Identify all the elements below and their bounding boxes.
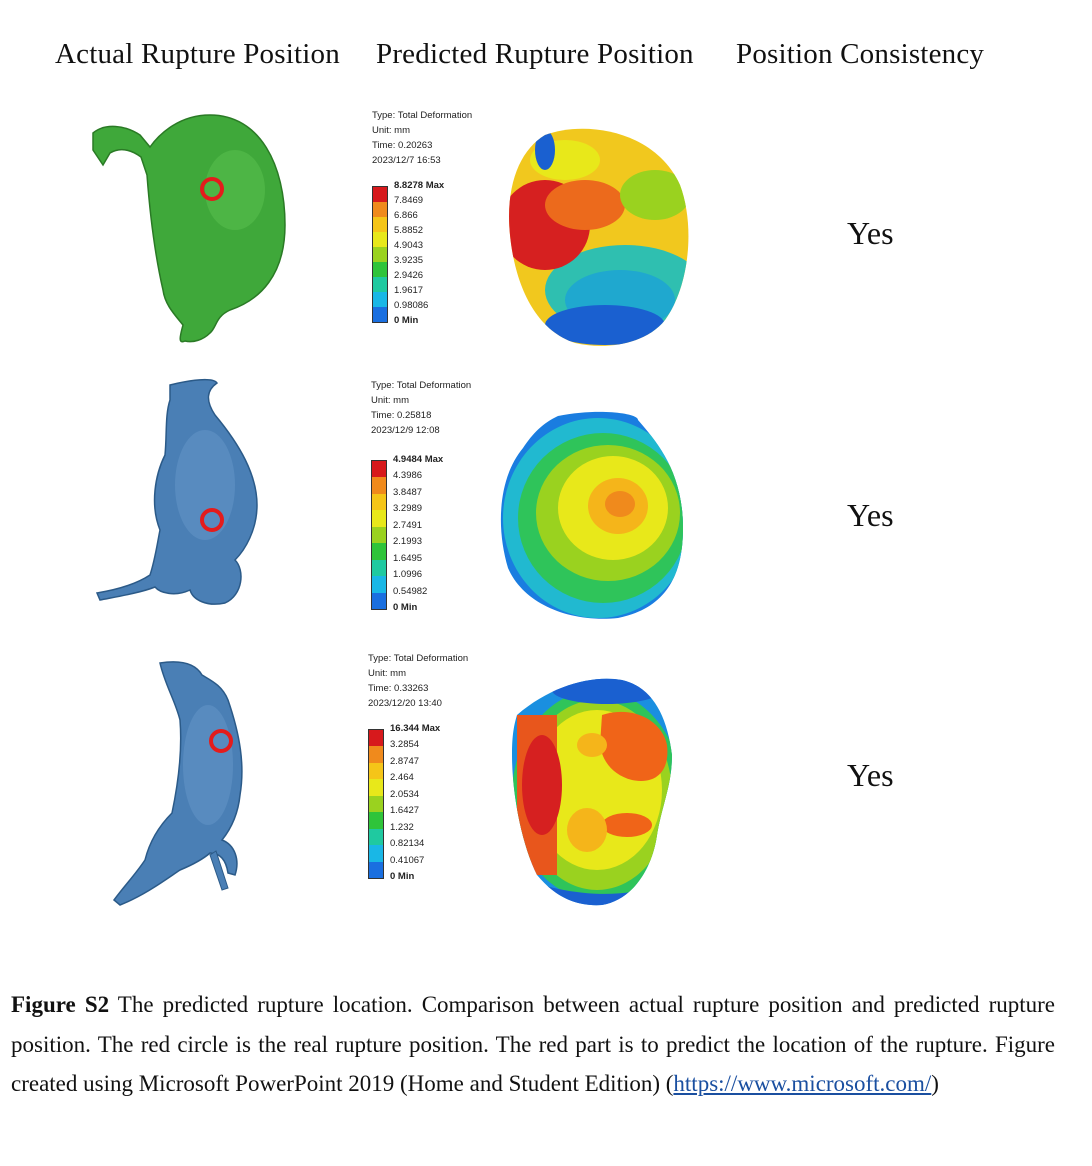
rupture-marker-1 <box>200 177 224 201</box>
caption-tail: ) <box>931 1071 939 1096</box>
legend-label: 0 Min <box>393 602 418 613</box>
legend-swatch <box>373 217 387 232</box>
legend-label: 4.9484 Max <box>393 454 444 465</box>
legend-label: 0.41067 <box>390 854 425 866</box>
legend-swatch <box>372 477 386 494</box>
legend-swatch <box>373 202 387 217</box>
sim-date-2: 2023/12/9 12:08 <box>371 425 440 436</box>
legend-label: 3.2854 <box>390 739 420 751</box>
legend-swatch <box>372 543 386 560</box>
legend-swatch <box>372 592 386 609</box>
figure-caption: Figure S2 The predicted rupture location… <box>11 985 1055 1104</box>
sim-time-2: Time: 0.25818 <box>371 410 432 421</box>
legend-swatch <box>373 307 387 322</box>
legend-bar <box>372 186 388 323</box>
legend-swatch <box>372 526 386 544</box>
legend-label: 3.9235 <box>394 255 424 266</box>
figure-label: Figure S2 <box>11 992 110 1017</box>
legend-label: 2.8747 <box>390 755 420 767</box>
header-position-consistency: Position Consistency <box>736 38 985 70</box>
sim-unit-3: Unit: mm <box>368 668 406 679</box>
color-legend-3: 16.344 Max 3.2854 2.8747 2.464 2.0534 1.6427 1… <box>368 723 468 885</box>
legend-swatch <box>373 262 387 277</box>
legend-label: 1.232 <box>390 821 414 833</box>
legend-label: 1.6495 <box>393 552 423 564</box>
sim-time-1: Time: 0.20263 <box>372 140 433 151</box>
legend-swatch <box>369 746 383 763</box>
legend-swatch <box>372 576 386 593</box>
legend-label: 3.2989 <box>393 503 423 515</box>
legend-swatch <box>373 187 387 202</box>
sim-time-3: Time: 0.33263 <box>368 683 429 694</box>
caption-text: The predicted rupture location. Comparis… <box>11 992 1055 1096</box>
sim-type-3: Type: Total Deformation <box>368 653 469 664</box>
predicted-model-2 <box>500 411 683 619</box>
legend-swatch <box>369 812 383 829</box>
legend-label: 4.3986 <box>393 470 423 482</box>
consistency-yes-1: Yes <box>847 215 894 251</box>
sim-date-1: 2023/12/7 16:53 <box>372 155 441 166</box>
legend-swatch <box>373 277 387 292</box>
sim-type-1: Type: Total Deformation <box>372 110 473 121</box>
legend-label: 0.54982 <box>393 585 428 597</box>
consistency-yes-2: Yes <box>847 497 894 533</box>
rupture-marker-3 <box>209 729 233 753</box>
legend-swatch <box>369 845 383 862</box>
legend-swatch <box>372 493 386 511</box>
legend-label: 0 Min <box>390 871 415 882</box>
color-legend-1: 8.8278 Max 7.8469 6.866 5.8852 4.9043 3.9235 2… <box>372 180 472 329</box>
sim-meta-1: Type: Total Deformation Unit: mm Time: 0… <box>372 108 472 168</box>
legend-swatch <box>369 730 383 747</box>
legend-label: 2.464 <box>390 772 414 784</box>
legend-swatch <box>369 861 383 878</box>
legend-label: 0 Min <box>394 315 419 326</box>
legend-bar <box>371 460 387 610</box>
color-legend-2: 4.9484 Max 4.3986 3.8487 3.2989 2.7491 2.1993… <box>371 454 471 616</box>
legend-label: 1.6427 <box>390 805 420 817</box>
legend-label: 1.0996 <box>393 569 423 581</box>
sim-meta-2: Type: Total Deformation Unit: mm Time: 0… <box>371 378 471 438</box>
legend-swatch <box>372 510 386 527</box>
header-actual-rupture-position: Actual Rupture Position <box>55 38 340 70</box>
legend-label: 0.82134 <box>390 838 425 850</box>
header-predicted-rupture-position: Predicted Rupture Position <box>376 38 694 70</box>
consistency-yes-3: Yes <box>847 757 894 793</box>
legend-swatch <box>369 828 383 846</box>
legend-bar <box>368 729 384 879</box>
legend-label: 2.7491 <box>393 519 423 531</box>
predicted-model-1 <box>509 128 689 346</box>
legend-label: 16.344 Max <box>390 723 441 734</box>
microsoft-link[interactable]: https://www.microsoft.com/ <box>673 1071 932 1096</box>
sim-unit-2: Unit: mm <box>371 395 409 406</box>
predicted-model-3 <box>512 678 672 906</box>
legend-label: 8.8278 Max <box>394 180 445 191</box>
legend-swatch <box>373 232 387 247</box>
actual-model-1 <box>92 114 286 343</box>
legend-swatch <box>372 559 386 577</box>
legend-label: 4.9043 <box>394 240 424 251</box>
legend-label: 6.866 <box>394 210 418 221</box>
legend-swatch <box>369 762 383 780</box>
legend-swatch <box>373 247 387 262</box>
legend-swatch <box>369 795 383 813</box>
legend-swatch <box>373 292 387 307</box>
rupture-marker-2 <box>200 508 224 532</box>
sim-type-2: Type: Total Deformation <box>371 380 472 391</box>
legend-label: 5.8852 <box>394 225 424 236</box>
legend-swatch <box>369 779 383 796</box>
legend-label: 2.9426 <box>394 270 424 281</box>
legend-swatch <box>372 461 386 478</box>
legend-label: 3.8487 <box>393 486 423 498</box>
actual-model-2 <box>95 378 258 605</box>
legend-label: 2.1993 <box>393 536 423 548</box>
actual-model-3 <box>112 661 243 906</box>
legend-label: 1.9617 <box>394 285 424 296</box>
legend-label: 0.98086 <box>394 300 429 311</box>
sim-date-3: 2023/12/20 13:40 <box>368 698 442 709</box>
legend-label: 2.0534 <box>390 788 420 800</box>
legend-label: 7.8469 <box>394 195 424 206</box>
sim-meta-3: Type: Total Deformation Unit: mm Time: 0… <box>368 651 468 711</box>
sim-unit-1: Unit: mm <box>372 125 410 136</box>
